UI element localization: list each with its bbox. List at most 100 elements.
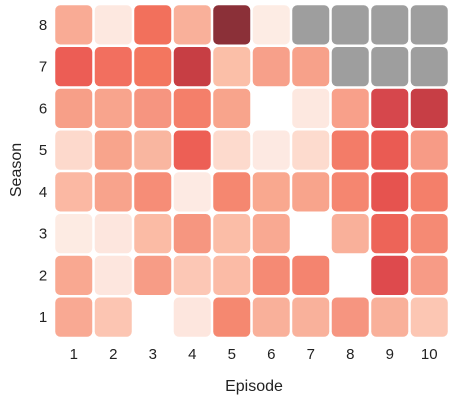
heatmap-cell-s8-e10 [410,5,448,45]
heatmap-cell-s1-e5 [213,297,251,337]
heatmap-cell-s1-e8 [331,297,369,337]
y-tick-label: 5 [39,142,47,159]
heatmap-cell-s5-e1 [55,130,93,170]
x-axis-title: Episode [225,378,283,395]
heatmap-cell-s1-e3 [134,297,172,337]
heatmap-cell-s1-e7 [292,297,330,337]
heatmap-cell-s1-e1 [55,297,93,337]
heatmap-cell-s3-e9 [371,214,409,254]
heatmap-cell-s3-e7 [292,214,330,254]
heatmap-cell-s2-e8 [331,255,369,295]
y-tick-label: 1 [39,309,47,326]
heatmap-cell-s7-e5 [213,47,251,87]
x-tick-label: 6 [267,346,275,363]
heatmap-cell-s2-e7 [292,255,330,295]
heatmap-cell-s1-e2 [94,297,132,337]
y-axis-title: Season [8,143,25,197]
heatmap-cell-s8-e3 [134,5,172,45]
heatmap-cell-s7-e7 [292,47,330,87]
heatmap-cells [55,5,448,337]
heatmap-cell-s3-e3 [134,214,172,254]
y-tick-label: 2 [39,267,47,284]
heatmap-cell-s2-e6 [252,255,290,295]
heatmap-cell-s7-e3 [134,47,172,87]
heatmap-cell-s7-e2 [94,47,132,87]
y-tick-labels: 8 7 6 5 4 3 2 1 [39,17,47,326]
x-tick-label: 4 [188,346,196,363]
heatmap-cell-s3-e6 [252,214,290,254]
y-tick-label: 7 [39,59,47,76]
heatmap-cell-s5-e7 [292,130,330,170]
heatmap-cell-s7-e1 [55,47,93,87]
heatmap-cell-s8-e8 [331,5,369,45]
heatmap-cell-s6-e8 [331,88,369,128]
heatmap-cell-s5-e2 [94,130,132,170]
heatmap-cell-s2-e1 [55,255,93,295]
x-tick-label: 1 [70,346,78,363]
heatmap-cell-s4-e7 [292,172,330,212]
heatmap-cell-s3-e2 [94,214,132,254]
x-tick-label: 10 [421,346,438,363]
heatmap-cell-s4-e5 [213,172,251,212]
heatmap-cell-s2-e4 [173,255,211,295]
heatmap-cell-s7-e9 [371,47,409,87]
heatmap-cell-s6-e5 [213,88,251,128]
heatmap-cell-s2-e5 [213,255,251,295]
x-tick-label: 8 [346,346,354,363]
heatmap-cell-s7-e4 [173,47,211,87]
heatmap-cell-s5-e8 [331,130,369,170]
heatmap-cell-s3-e10 [410,214,448,254]
x-tick-label: 2 [109,346,117,363]
heatmap-cell-s8-e5 [213,5,251,45]
heatmap-cell-s2-e3 [134,255,172,295]
heatmap-cell-s3-e5 [213,214,251,254]
heatmap-cell-s6-e6 [252,88,290,128]
x-tick-label: 9 [386,346,394,363]
heatmap-cell-s4-e8 [331,172,369,212]
heatmap-cell-s3-e1 [55,214,93,254]
x-tick-label: 5 [228,346,236,363]
heatmap-cell-s5-e10 [410,130,448,170]
y-tick-label: 4 [39,184,47,201]
heatmap-cell-s8-e4 [173,5,211,45]
heatmap-cell-s1-e9 [371,297,409,337]
heatmap-cell-s6-e1 [55,88,93,128]
heatmap-cell-s1-e6 [252,297,290,337]
heatmap-cell-s2-e2 [94,255,132,295]
x-tick-labels: 1 2 3 4 5 6 7 8 9 10 [70,346,438,363]
y-tick-label: 8 [39,17,47,34]
heatmap-cell-s6-e4 [173,88,211,128]
heatmap-cell-s4-e1 [55,172,93,212]
heatmap-cell-s8-e7 [292,5,330,45]
heatmap-cell-s8-e2 [94,5,132,45]
heatmap-cell-s6-e7 [292,88,330,128]
heatmap-cell-s4-e2 [94,172,132,212]
heatmap-cell-s1-e10 [410,297,448,337]
heatmap-cell-s4-e6 [252,172,290,212]
heatmap-cell-s7-e8 [331,47,369,87]
heatmap-cell-s4-e3 [134,172,172,212]
heatmap-cell-s8-e9 [371,5,409,45]
heatmap-cell-s7-e10 [410,47,448,87]
heatmap-cell-s2-e9 [371,255,409,295]
heatmap-cell-s8-e6 [252,5,290,45]
heatmap-cell-s5-e4 [173,130,211,170]
heatmap-cell-s5-e3 [134,130,172,170]
heatmap-cell-s4-e10 [410,172,448,212]
heatmap-cell-s5-e6 [252,130,290,170]
heatmap-cell-s7-e6 [252,47,290,87]
heatmap-cell-s5-e9 [371,130,409,170]
heatmap-cell-s8-e1 [55,5,93,45]
heatmap-cell-s6-e2 [94,88,132,128]
heatmap-cell-s4-e9 [371,172,409,212]
heatmap-cell-s6-e3 [134,88,172,128]
y-tick-label: 3 [39,226,47,243]
x-tick-label: 3 [149,346,157,363]
heatmap-cell-s6-e10 [410,88,448,128]
heatmap-cell-s2-e10 [410,255,448,295]
heatmap-cell-s1-e4 [173,297,211,337]
y-tick-label: 6 [39,100,47,117]
heatmap-cell-s3-e8 [331,214,369,254]
